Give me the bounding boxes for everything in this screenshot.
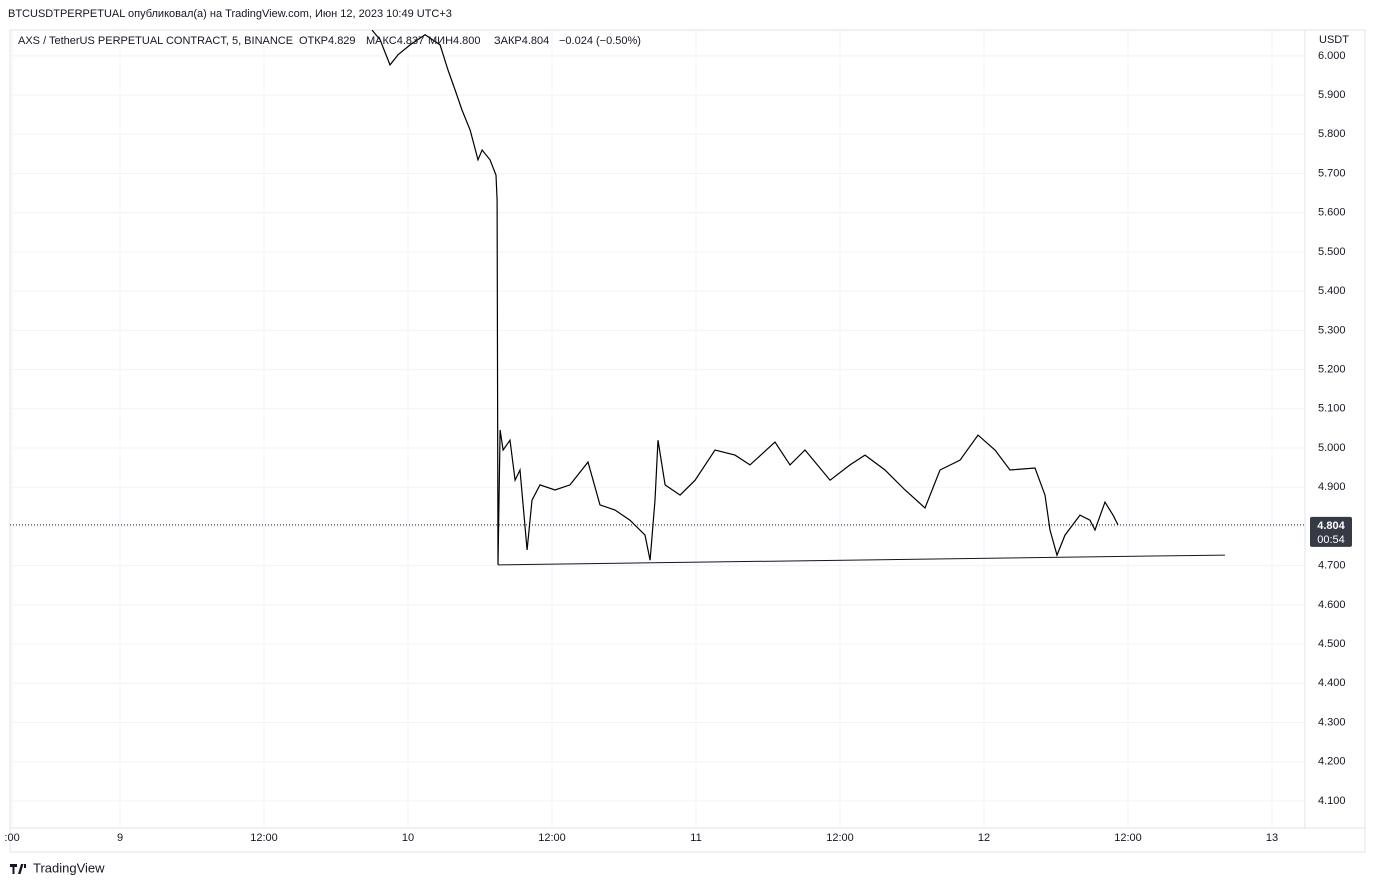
x-tick-label: 13 [1266, 832, 1278, 844]
brand-logo [10, 864, 26, 874]
close: ЗАКР4.804 [494, 35, 549, 47]
high: МАКС4.837 [366, 35, 424, 47]
y-tick-label: 5.200 [1318, 363, 1346, 375]
price-badge-value: 4.804 [1317, 520, 1345, 532]
x-tick-label: 11 [690, 832, 701, 844]
x-tick-label: 9 [117, 832, 123, 844]
y-tick-label: 5.800 [1318, 128, 1346, 140]
header: BTCUSDTPERPETUAL опубликовал(а) на Tradi… [8, 8, 452, 20]
plot-area [10, 30, 1305, 828]
trend-line [498, 554, 1225, 566]
price-line [371, 30, 1119, 565]
low: МИН4.800 [428, 35, 481, 47]
x-tick-label: 12 [978, 832, 990, 844]
y-tick-label: 5.500 [1318, 246, 1346, 258]
x-tick-label: 12:00 [1114, 832, 1142, 844]
x-tick-label: 12:00 [826, 832, 854, 844]
change: −0.024 (−0.50%) [559, 35, 641, 47]
countdown: 00:54 [1317, 534, 1345, 546]
chart-frame [9, 29, 1366, 853]
y-tick-label: 4.500 [1318, 638, 1346, 650]
y-tick-label: 6.000 [1318, 50, 1346, 62]
y-tick-label: 5.600 [1318, 207, 1346, 219]
x-tick-label: 10 [402, 832, 414, 844]
x-tick-label: 12:00 [538, 832, 566, 844]
x-tick-label: :00 [4, 832, 19, 844]
y-tick-label: 5.900 [1318, 89, 1346, 101]
y-tick-label: 4.200 [1318, 756, 1346, 768]
x-tick-label: 12:00 [250, 832, 278, 844]
y-tick-label: 5.400 [1318, 285, 1346, 297]
y-tick-label: 4.600 [1318, 599, 1346, 611]
y-tick-label: 5.100 [1318, 403, 1346, 415]
y-tick-label: 5.700 [1318, 167, 1346, 179]
symbol: AXS / TetherUS PERPETUAL CONTRACT, 5, BI… [18, 35, 293, 47]
y-tick-label: 4.300 [1318, 716, 1346, 728]
y-tick-label: 5.000 [1318, 442, 1346, 454]
open: ОТКР4.829 [299, 35, 356, 47]
brand: TradingView [33, 860, 105, 875]
legend: AXS / TetherUS PERPETUAL CONTRACT, 5, BI… [18, 35, 641, 47]
y-tick-label: 4.100 [1318, 795, 1346, 807]
y-tick-label: 4.900 [1318, 481, 1346, 493]
y-tick-label: 5.300 [1318, 324, 1346, 336]
currency: USDT [1319, 34, 1349, 46]
y-tick-label: 4.400 [1318, 677, 1346, 689]
price-badge [1310, 516, 1352, 547]
y-tick-label: 4.700 [1318, 560, 1346, 572]
